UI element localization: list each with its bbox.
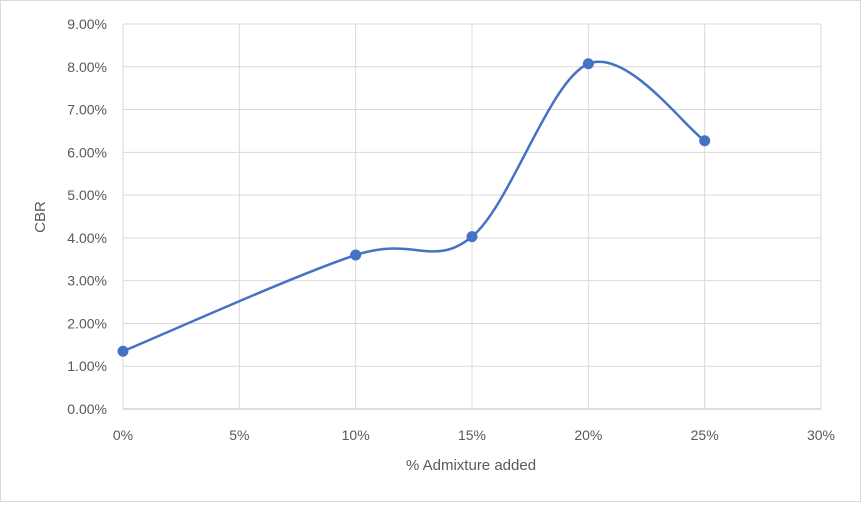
x-tick-label: 15% — [458, 427, 486, 443]
y-tick-label: 7.00% — [67, 102, 107, 118]
y-tick-label: 6.00% — [67, 144, 107, 160]
data-point-marker — [466, 231, 478, 243]
y-tick-label: 9.00% — [67, 16, 107, 32]
x-tick-label: 0% — [113, 427, 133, 443]
x-tick-label: 25% — [691, 427, 719, 443]
x-tick-label: 5% — [229, 427, 249, 443]
x-tick-label: 20% — [574, 427, 602, 443]
data-point-marker — [117, 345, 129, 357]
series — [117, 58, 711, 357]
data-point-marker — [582, 58, 594, 70]
x-tick-label: 10% — [342, 427, 370, 443]
axis-labels: CBR % Admixture added — [32, 201, 536, 474]
axes: 0.00% 1.00% 2.00% 3.00% 4.00% 5.00% 6.00% 7.00%… — [67, 16, 835, 443]
y-tick-label: 1.00% — [67, 358, 107, 374]
y-tick-label: 5.00% — [67, 187, 107, 203]
y-tick-label: 8.00% — [67, 59, 107, 75]
data-point-marker — [350, 249, 362, 261]
y-tick-label: 3.00% — [67, 273, 107, 289]
gridlines — [122, 23, 822, 410]
y-tick-label: 0.00% — [67, 401, 107, 417]
x-tick-label: 30% — [807, 427, 835, 443]
y-tick-label: 4.00% — [67, 230, 107, 246]
y-tick-label: 2.00% — [67, 315, 107, 331]
y-axis-title: CBR — [32, 201, 49, 233]
cbr-series-line — [121, 60, 706, 353]
x-axis-title: % Admixture added — [406, 457, 536, 474]
data-point-marker — [699, 135, 711, 147]
